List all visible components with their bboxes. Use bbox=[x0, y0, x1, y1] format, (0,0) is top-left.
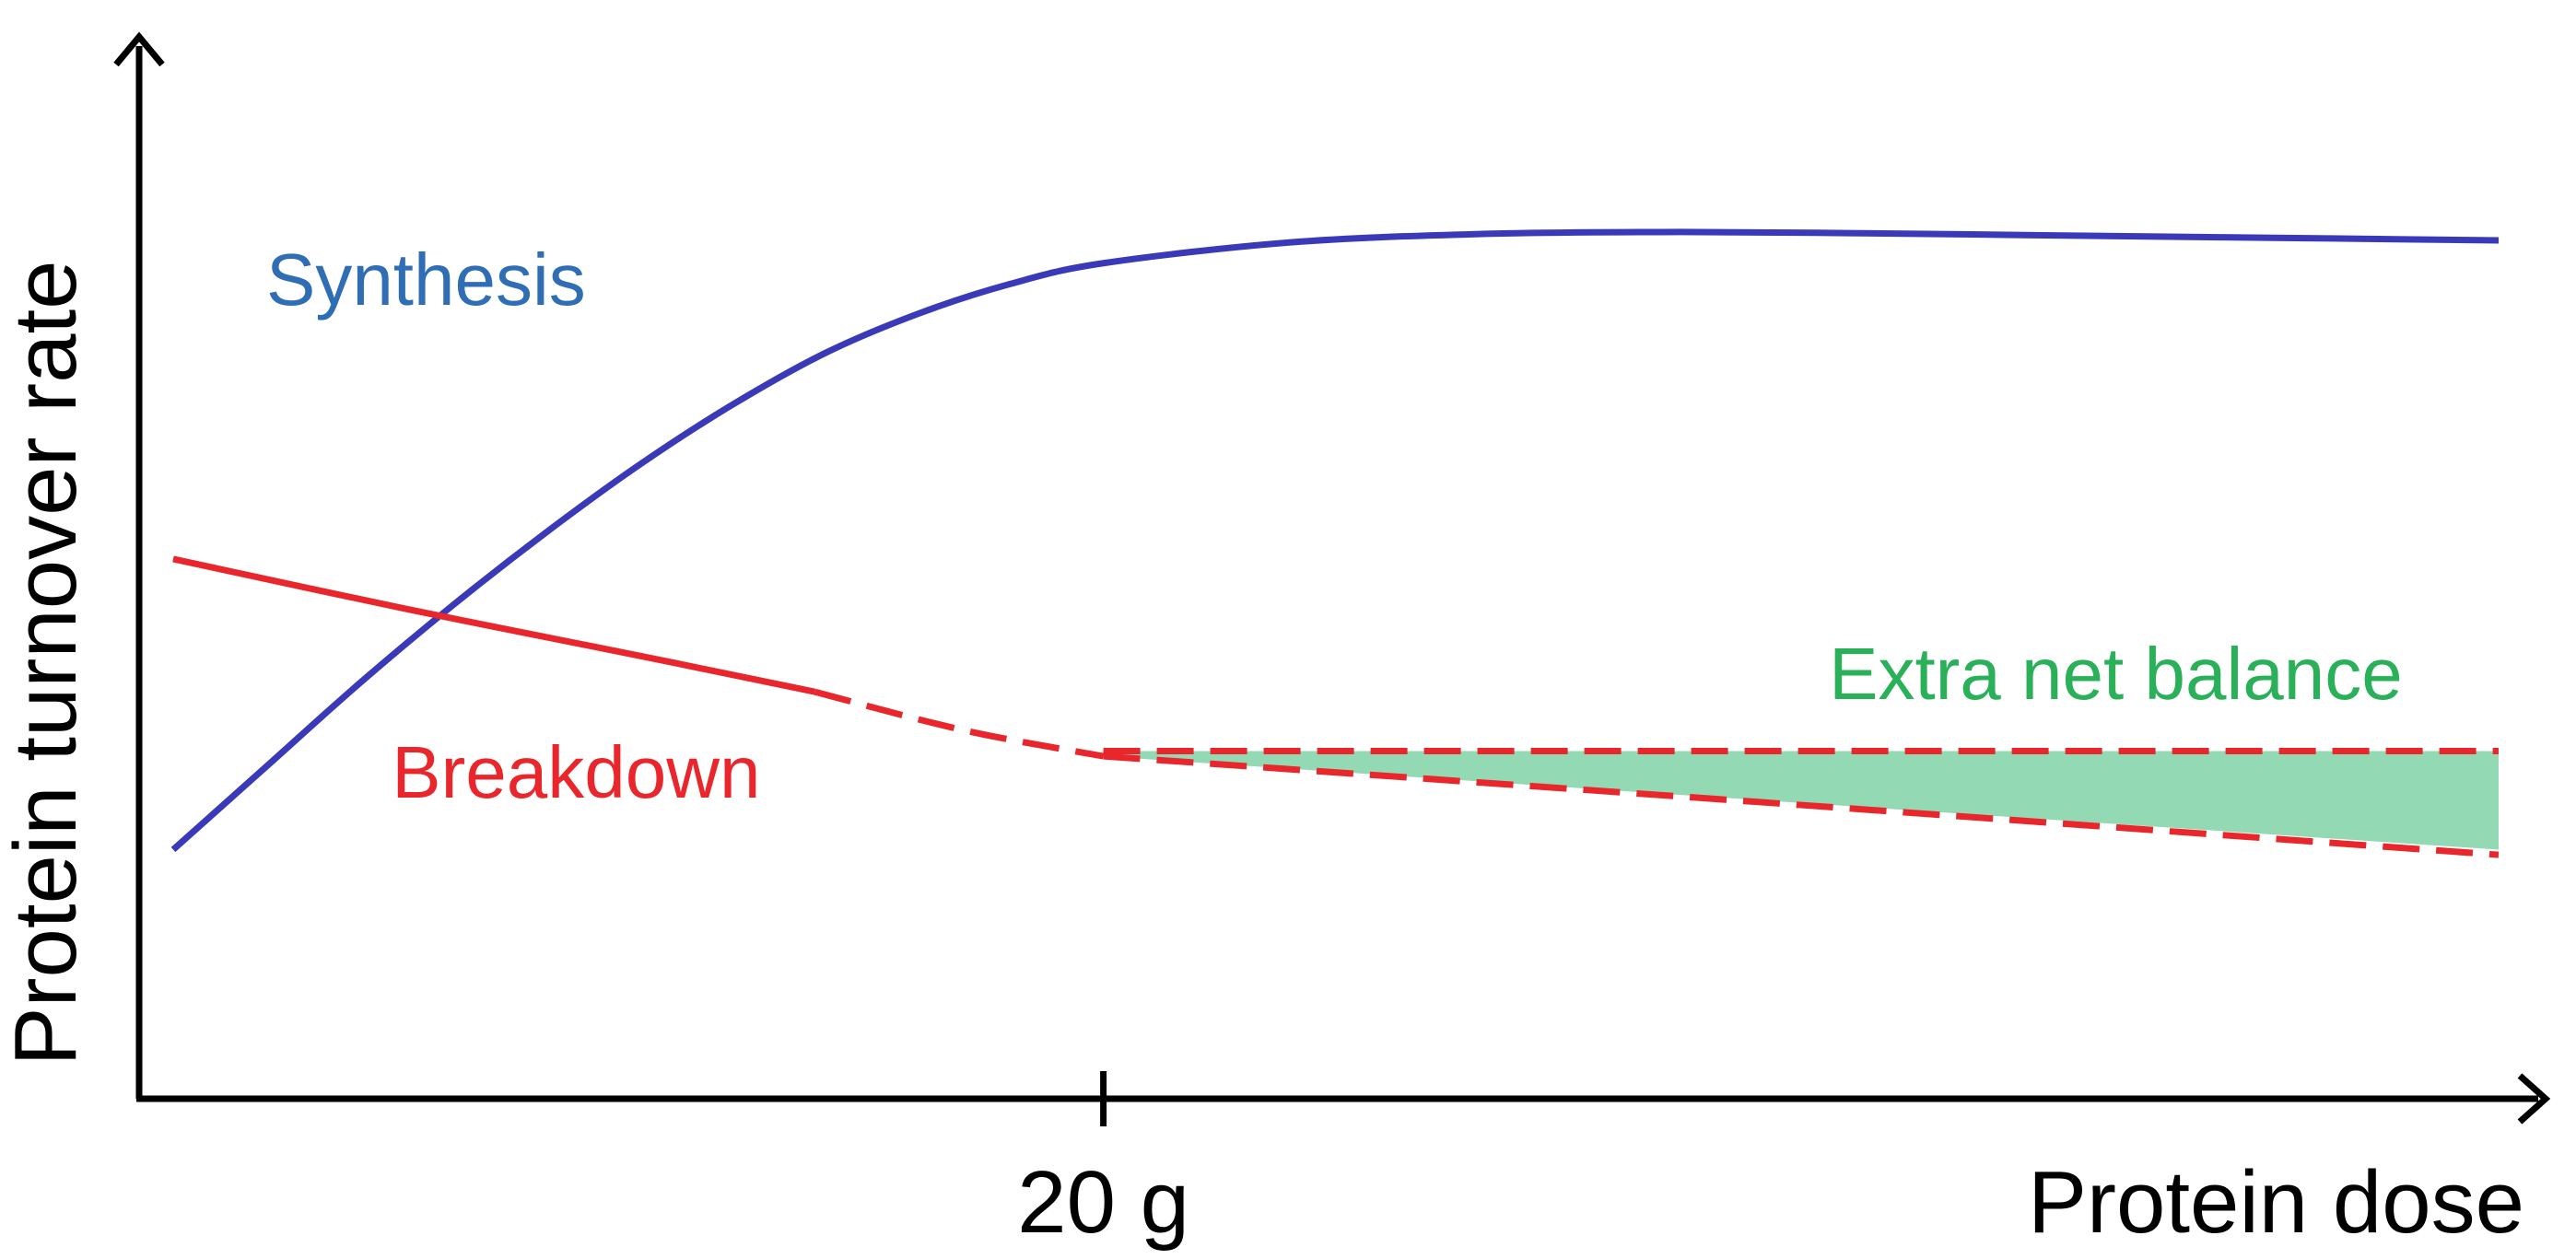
extra-net-balance-area bbox=[1103, 751, 2499, 850]
y-axis-label: Protein turnover rate bbox=[0, 260, 95, 1066]
synthesis-label: Synthesis bbox=[266, 239, 586, 321]
area-layer bbox=[1103, 751, 2499, 850]
breakdown-label: Breakdown bbox=[392, 731, 760, 813]
tick-layer: 20 g bbox=[1017, 1071, 1189, 1252]
y-axis-arrowhead bbox=[113, 31, 165, 67]
series-2-line-dashed bbox=[814, 688, 1105, 760]
x-axis-label: Protein dose bbox=[2028, 1153, 2524, 1252]
series-layer bbox=[170, 228, 2500, 858]
synthesis-line bbox=[170, 228, 2500, 853]
series-4-line-dashed bbox=[1103, 752, 2500, 858]
breakdown-line bbox=[172, 555, 816, 695]
x-tick-label: 20 g bbox=[1017, 1153, 1189, 1252]
extra-net-balance-label: Extra net balance bbox=[1829, 633, 2403, 715]
annotation-layer: Synthesis Breakdown Extra net balance bbox=[266, 239, 2403, 813]
x-axis-arrowhead bbox=[2517, 1073, 2551, 1125]
